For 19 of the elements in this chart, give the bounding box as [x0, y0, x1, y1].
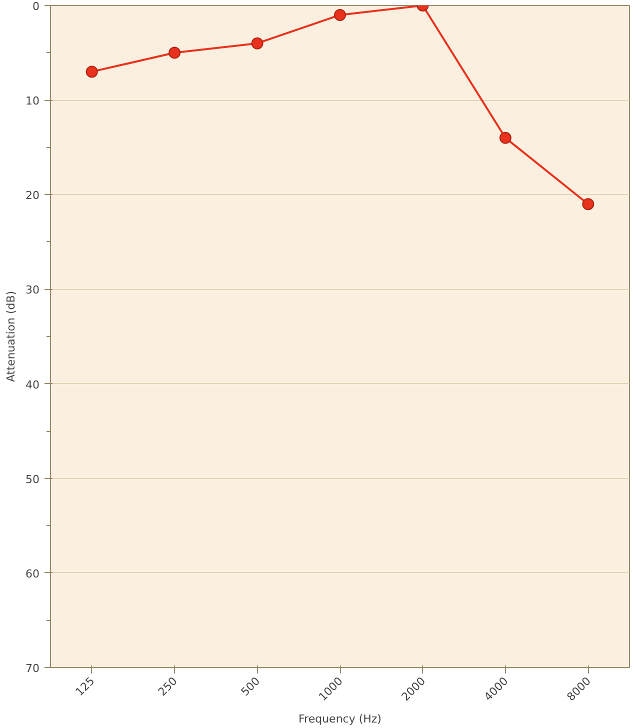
y-tick-label: 60 [26, 567, 40, 580]
x-tick-label: 500 [238, 674, 263, 699]
y-tick-label: 0 [32, 0, 40, 13]
y-tick-label: 30 [26, 284, 40, 297]
point [168, 46, 181, 59]
x-axis-title: Frequency (Hz) [298, 712, 382, 726]
point [582, 198, 594, 210]
point [86, 66, 98, 78]
point [334, 8, 346, 21]
x-tick-label: 250 [156, 674, 180, 699]
point [251, 37, 264, 50]
y-axis-title: Attenuation (dB) [4, 290, 18, 382]
y-tick-label: 40 [26, 378, 40, 392]
y-tick-label: 10 [26, 94, 40, 108]
y-tick-label: 50 [26, 472, 40, 486]
point [499, 132, 512, 144]
x-tick-label: 125 [73, 674, 98, 699]
y-tick-label: 20 [26, 189, 40, 202]
y-tick-label: 70 [26, 662, 40, 675]
